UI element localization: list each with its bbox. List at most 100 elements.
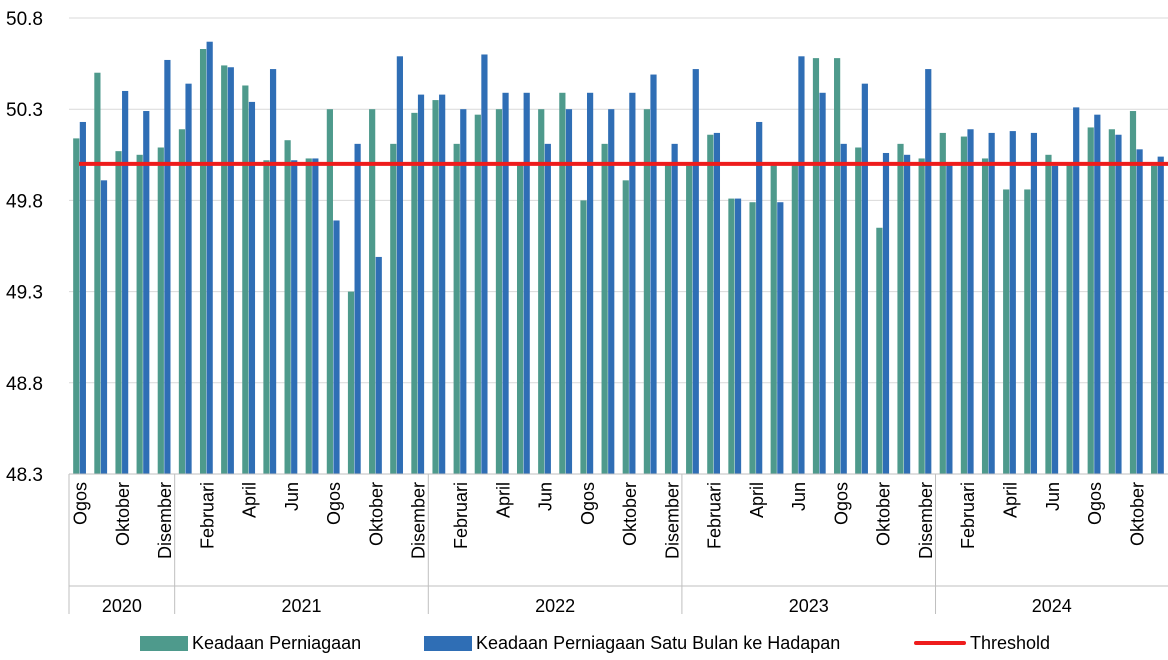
bar-satu-bulan-ke-hadapan <box>882 152 890 474</box>
year-label: 2023 <box>789 596 829 616</box>
bar-satu-bulan-ke-hadapan <box>375 256 382 474</box>
bar-satu-bulan-ke-hadapan <box>629 92 636 474</box>
y-tick-label: 49.8 <box>6 191 43 212</box>
bar-keadaan-perniagaan <box>939 132 946 475</box>
bar-satu-bulan-ke-hadapan <box>164 59 171 475</box>
bar-satu-bulan-ke-hadapan <box>967 129 974 475</box>
legend: Keadaan Perniagaan Keadaan Perniagaan Sa… <box>0 628 1168 658</box>
bar-keadaan-perniagaan <box>1108 129 1115 475</box>
bar-keadaan-perniagaan <box>221 65 228 474</box>
bar-satu-bulan-ke-hadapan <box>1073 107 1080 474</box>
bar-keadaan-perniagaan <box>1129 111 1137 475</box>
bar-keadaan-perniagaan <box>897 143 904 474</box>
bar-keadaan-perniagaan <box>960 136 968 474</box>
x-tick-label: Ogos <box>1085 482 1105 525</box>
legend-label-threshold: Threshold <box>970 632 1051 653</box>
bar-keadaan-perniagaan <box>770 163 777 475</box>
x-tick-label: Ogos <box>71 482 91 525</box>
bar-keadaan-perniagaan <box>855 147 862 474</box>
bar-keadaan-perniagaan <box>580 200 587 474</box>
bar-satu-bulan-ke-hadapan <box>756 121 763 474</box>
x-tick-label: Februari <box>958 482 978 549</box>
y-tick-label: 49.3 <box>6 283 43 304</box>
bar-satu-bulan-ke-hadapan <box>460 109 467 474</box>
bar-keadaan-perniagaan <box>178 129 186 475</box>
bar-keadaan-perniagaan <box>1024 189 1031 474</box>
bar-satu-bulan-ke-hadapan <box>840 143 847 474</box>
bar-keadaan-perniagaan <box>390 143 397 474</box>
bar-keadaan-perniagaan <box>1003 189 1010 474</box>
bar-keadaan-perniagaan <box>876 227 883 474</box>
x-tick-label: Oktober <box>113 482 133 546</box>
bar-satu-bulan-ke-hadapan <box>1030 132 1038 475</box>
bar-satu-bulan-ke-hadapan <box>925 69 932 475</box>
bar-keadaan-perniagaan <box>538 109 545 474</box>
bar-satu-bulan-ke-hadapan <box>1157 156 1164 474</box>
x-tick-label: Disember <box>916 482 936 559</box>
bar-keadaan-perniagaan <box>834 58 841 475</box>
x-tick-label: Februari <box>705 482 725 549</box>
x-tick-label: Disember <box>662 482 682 559</box>
bar-keadaan-perniagaan <box>199 49 207 475</box>
bar-keadaan-perniagaan <box>812 58 820 475</box>
bar-keadaan-perniagaan <box>601 143 608 474</box>
year-label: 2020 <box>102 596 142 616</box>
bar-satu-bulan-ke-hadapan <box>248 101 256 475</box>
legend-swatch-threshold <box>914 641 966 645</box>
bar-keadaan-perniagaan <box>1066 162 1073 474</box>
x-tick-label: Ogos <box>831 482 851 525</box>
x-tick-label: Jun <box>1043 482 1063 511</box>
bar-satu-bulan-ke-hadapan <box>650 74 657 474</box>
bar-satu-bulan-ke-hadapan <box>227 67 234 475</box>
x-tick-label: April <box>240 482 260 518</box>
bar-keadaan-perniagaan <box>305 158 312 474</box>
bar-keadaan-perniagaan <box>686 165 693 474</box>
x-tick-label: Ogos <box>324 482 344 525</box>
bar-satu-bulan-ke-hadapan <box>544 143 551 474</box>
bar-keadaan-perniagaan <box>369 109 376 474</box>
bar-satu-bulan-ke-hadapan <box>692 69 699 475</box>
bar-satu-bulan-ke-hadapan <box>861 83 868 474</box>
bar-satu-bulan-ke-hadapan <box>354 143 361 474</box>
x-tick-label: Disember <box>409 482 429 559</box>
bar-satu-bulan-ke-hadapan <box>100 180 108 474</box>
bar-keadaan-perniagaan <box>136 154 143 475</box>
bar-satu-bulan-ke-hadapan <box>777 202 784 474</box>
bar-keadaan-perniagaan <box>643 109 651 474</box>
bar-satu-bulan-ke-hadapan <box>79 121 86 474</box>
legend-swatch-satu-bulan-ke-hadapan <box>424 635 472 651</box>
bar-satu-bulan-ke-hadapan <box>291 160 298 474</box>
x-tick-label: Februari <box>451 482 471 549</box>
bar-keadaan-perniagaan <box>263 160 270 474</box>
bar-keadaan-perniagaan <box>749 202 756 474</box>
x-tick-label: Oktober <box>874 482 894 546</box>
legend-item-keadaan-perniagaan: Keadaan Perniagaan <box>140 628 361 658</box>
x-tick-label: April <box>1000 482 1020 518</box>
x-tick-label: Jun <box>536 482 556 511</box>
bar-keadaan-perniagaan <box>918 158 925 474</box>
bar-keadaan-perniagaan <box>242 85 249 474</box>
bar-satu-bulan-ke-hadapan <box>1051 165 1059 474</box>
x-tick-label: Jun <box>789 482 809 511</box>
year-label: 2024 <box>1032 596 1072 616</box>
x-tick-label: Februari <box>197 482 217 549</box>
x-tick-label: April <box>493 482 513 518</box>
legend-item-threshold: Threshold <box>914 628 1050 658</box>
bar-keadaan-perniagaan <box>347 291 355 474</box>
bar-keadaan-perniagaan <box>474 114 481 474</box>
bar-satu-bulan-ke-hadapan <box>523 92 530 474</box>
bar-keadaan-perniagaan <box>495 109 503 474</box>
x-tick-label: Ogos <box>578 482 598 525</box>
bar-satu-bulan-ke-hadapan <box>333 220 340 474</box>
y-tick-label: 50.8 <box>6 9 43 30</box>
bar-keadaan-perniagaan <box>1087 127 1094 474</box>
x-tick-label: Disember <box>155 482 175 559</box>
bar-satu-bulan-ke-hadapan <box>206 41 213 474</box>
x-tick-label: Jun <box>282 482 302 511</box>
y-tick-label: 48.8 <box>6 374 43 395</box>
bar-keadaan-perniagaan <box>326 109 333 474</box>
bar-keadaan-perniagaan <box>453 143 460 474</box>
legend-swatch-keadaan-perniagaan <box>140 635 188 651</box>
bar-satu-bulan-ke-hadapan <box>396 56 403 474</box>
bar-satu-bulan-ke-hadapan <box>798 56 805 474</box>
